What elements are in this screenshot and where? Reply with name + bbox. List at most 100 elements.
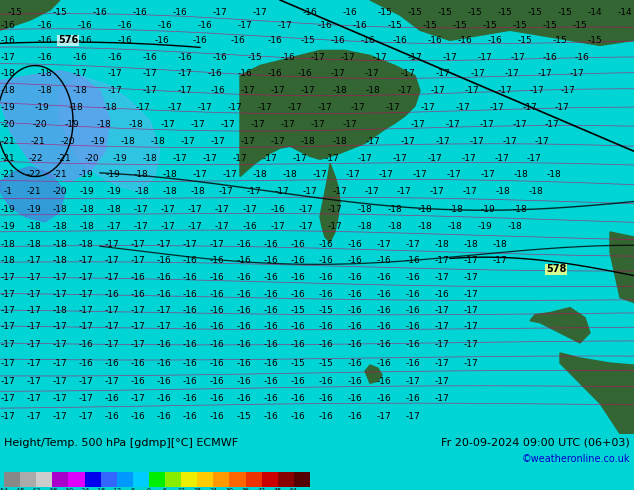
- Text: -16: -16: [236, 240, 251, 248]
- Text: -17: -17: [493, 256, 507, 265]
- Text: -15: -15: [482, 21, 498, 30]
- Text: -17: -17: [510, 53, 526, 62]
- Text: -16: -16: [264, 341, 278, 349]
- Text: -16: -16: [377, 359, 391, 368]
- Text: -16: -16: [157, 412, 171, 421]
- Bar: [84, 472, 101, 487]
- Text: -17: -17: [105, 240, 119, 248]
- Text: -17: -17: [79, 377, 93, 386]
- Text: -17: -17: [408, 53, 422, 62]
- Text: -17: -17: [271, 222, 285, 231]
- Text: -16: -16: [207, 69, 223, 78]
- Text: -16: -16: [77, 21, 93, 30]
- Text: -17: -17: [365, 69, 379, 78]
- Text: -18: -18: [79, 240, 93, 248]
- Text: -17: -17: [463, 187, 477, 196]
- Text: -17: -17: [53, 359, 67, 368]
- Text: -16: -16: [406, 322, 420, 331]
- Text: -16: -16: [108, 53, 122, 62]
- Text: 36: 36: [242, 488, 250, 490]
- Text: -17: -17: [143, 69, 157, 78]
- Text: -17: -17: [178, 69, 192, 78]
- Text: 30: 30: [226, 488, 233, 490]
- Polygon shape: [0, 0, 60, 30]
- Text: -19: -19: [1, 205, 15, 214]
- Polygon shape: [240, 50, 420, 176]
- Text: -17: -17: [212, 8, 228, 17]
- Bar: [165, 472, 181, 487]
- Text: -18: -18: [37, 69, 53, 78]
- Text: -17: -17: [555, 103, 569, 112]
- Text: -19: -19: [80, 187, 94, 196]
- Text: -17: -17: [325, 154, 339, 163]
- Text: -16: -16: [105, 359, 119, 368]
- Text: -15: -15: [553, 36, 567, 45]
- Text: -17: -17: [1, 394, 15, 403]
- Text: -16: -16: [342, 8, 358, 17]
- Text: -18: -18: [418, 205, 432, 214]
- Text: -18: -18: [1, 240, 15, 248]
- Text: -18: -18: [68, 103, 84, 112]
- Text: -16: -16: [210, 341, 224, 349]
- Text: -16: -16: [330, 36, 346, 45]
- Text: -17: -17: [105, 377, 119, 386]
- Text: -18: -18: [366, 86, 380, 95]
- Polygon shape: [0, 71, 110, 181]
- Text: -17: -17: [53, 394, 67, 403]
- Polygon shape: [610, 232, 634, 302]
- Text: -16: -16: [243, 222, 257, 231]
- Text: -17: -17: [288, 103, 302, 112]
- Text: -16: -16: [406, 359, 420, 368]
- Text: -17: -17: [420, 103, 436, 112]
- Text: -30: -30: [63, 488, 74, 490]
- Text: -22: -22: [27, 170, 41, 179]
- Polygon shape: [560, 353, 634, 434]
- Text: -18: -18: [387, 222, 403, 231]
- Text: -17: -17: [79, 412, 93, 421]
- Bar: [149, 472, 165, 487]
- Text: -17: -17: [529, 86, 545, 95]
- Text: -16: -16: [210, 412, 224, 421]
- Text: -17: -17: [1, 290, 15, 299]
- Text: -20: -20: [53, 187, 67, 196]
- Text: -17: -17: [108, 69, 122, 78]
- Text: -16: -16: [406, 341, 420, 349]
- Text: -16: -16: [347, 290, 363, 299]
- Text: -15: -15: [453, 21, 467, 30]
- Text: -17: -17: [465, 86, 479, 95]
- Text: -21: -21: [53, 170, 67, 179]
- Text: -17: -17: [311, 53, 325, 62]
- Text: -16: -16: [238, 69, 252, 78]
- Text: -17: -17: [401, 137, 415, 146]
- Text: -17: -17: [358, 154, 372, 163]
- Text: 0: 0: [147, 488, 151, 490]
- Text: ©weatheronline.co.uk: ©weatheronline.co.uk: [522, 454, 630, 464]
- Text: -16: -16: [212, 53, 228, 62]
- Text: -14: -14: [618, 8, 632, 17]
- Text: -18: -18: [163, 170, 178, 179]
- Text: -17: -17: [435, 341, 450, 349]
- Text: -16: -16: [347, 377, 363, 386]
- Text: -16: -16: [37, 36, 53, 45]
- Text: -16: -16: [264, 273, 278, 282]
- Text: -16: -16: [347, 359, 363, 368]
- Text: -18: -18: [80, 205, 94, 214]
- Text: -17: -17: [522, 103, 538, 112]
- Text: -16: -16: [427, 36, 443, 45]
- Text: -17: -17: [73, 69, 87, 78]
- Text: -16: -16: [73, 53, 87, 62]
- Text: -19: -19: [477, 222, 493, 231]
- Text: -17: -17: [160, 205, 176, 214]
- Text: -16: -16: [377, 273, 391, 282]
- Text: -17: -17: [498, 86, 512, 95]
- Polygon shape: [365, 365, 382, 383]
- Bar: [101, 472, 117, 487]
- Text: -16: -16: [574, 53, 590, 62]
- Text: -16: -16: [290, 256, 306, 265]
- Text: -17: -17: [27, 273, 41, 282]
- Text: -24: -24: [79, 488, 89, 490]
- Text: -18: -18: [333, 86, 347, 95]
- Text: -17: -17: [27, 341, 41, 349]
- Text: -17: -17: [191, 120, 205, 128]
- Text: -17: -17: [342, 120, 358, 128]
